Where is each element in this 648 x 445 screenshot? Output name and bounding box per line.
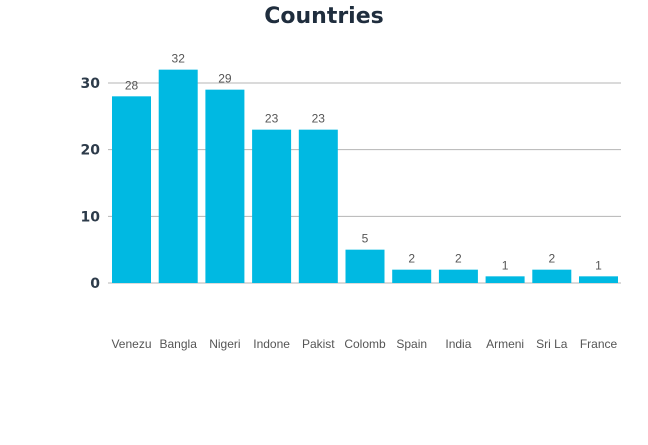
- data-labels: 28 32 29 23 23 5 2 2 1 2 1: [125, 52, 602, 273]
- x-tick-label: Armeni: [486, 337, 524, 351]
- bars: [112, 69, 618, 283]
- x-tick-label: Bangla: [160, 337, 198, 351]
- data-label: 1: [502, 258, 509, 272]
- bar: [579, 276, 618, 283]
- data-label: 5: [362, 232, 369, 246]
- x-tick-label: Colomb: [344, 337, 386, 351]
- y-axis-ticks: 0 10 20 30: [81, 76, 101, 292]
- y-tick-label: 0: [90, 276, 100, 292]
- data-label: 23: [265, 112, 279, 126]
- chart-title: Countries: [264, 4, 384, 29]
- bar: [392, 269, 432, 283]
- x-tick-label: Pakist: [302, 337, 335, 351]
- bar: [532, 269, 572, 283]
- x-tick-label: Indone: [253, 337, 290, 351]
- y-tick-label: 30: [81, 76, 101, 92]
- y-tick-label: 20: [81, 143, 101, 159]
- x-tick-label: France: [580, 337, 618, 351]
- bar: [485, 276, 525, 283]
- x-tick-label: Sri La: [536, 337, 568, 351]
- data-label: 32: [172, 52, 186, 66]
- data-label: 29: [218, 72, 232, 86]
- data-label: 1: [595, 258, 602, 272]
- x-tick-label: Nigeri: [209, 337, 240, 351]
- bar: [252, 129, 292, 283]
- data-label: 23: [312, 112, 326, 126]
- x-tick-label: India: [445, 337, 471, 351]
- y-tick-label: 10: [81, 209, 101, 225]
- data-label: 2: [548, 252, 555, 266]
- x-tick-label: Spain: [396, 337, 427, 351]
- data-label: 28: [125, 78, 139, 92]
- bar: [298, 129, 338, 283]
- data-label: 2: [408, 252, 415, 266]
- x-axis-ticks: Venezu Bangla Nigeri Indone Pakist Colomb Spai…: [111, 337, 617, 351]
- x-tick-label: Venezu: [111, 337, 151, 351]
- bar: [438, 269, 478, 283]
- bar: [345, 249, 385, 283]
- data-label: 2: [455, 252, 462, 266]
- bar: [158, 69, 198, 283]
- bar: [205, 89, 245, 283]
- bar: [112, 96, 151, 283]
